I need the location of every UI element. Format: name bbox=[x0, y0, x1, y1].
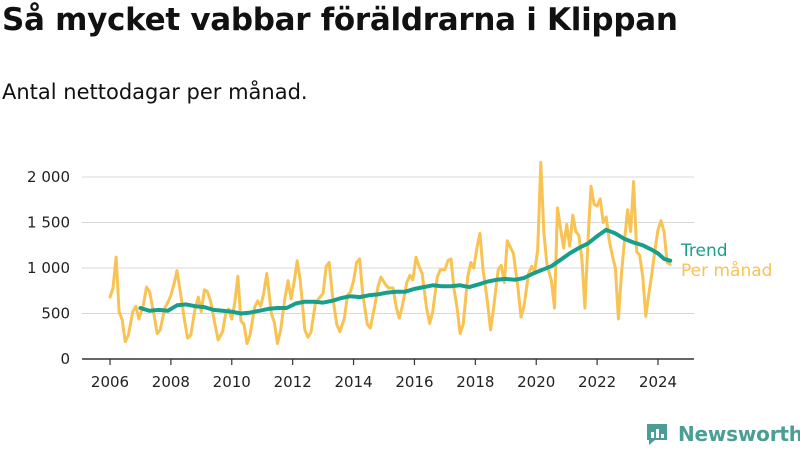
x-tick-label: 2010 bbox=[213, 373, 251, 391]
brand-name: Newsworthy bbox=[678, 422, 800, 446]
x-tick-label: 2006 bbox=[91, 373, 129, 391]
x-tick-label: 2008 bbox=[152, 373, 190, 391]
x-tick-label: 2012 bbox=[274, 373, 312, 391]
y-tick-label: 0 bbox=[60, 350, 70, 368]
y-tick-label: 500 bbox=[41, 305, 70, 323]
chart-subtitle: Antal nettodagar per månad. bbox=[2, 80, 308, 104]
series-lines bbox=[108, 160, 673, 345]
y-tick-label: 2 000 bbox=[27, 168, 70, 186]
newsworthy-logo-icon bbox=[647, 424, 667, 445]
y-axis-ticks: 0 500 1 000 1 500 2 000 bbox=[27, 168, 70, 368]
x-tick-label: 2024 bbox=[639, 373, 677, 391]
x-tick-label: 2020 bbox=[517, 373, 555, 391]
chart-title: Så mycket vabbar föräldrarna i Klippan bbox=[2, 2, 678, 38]
newsworthy-brand: Newsworthy bbox=[644, 420, 800, 448]
x-tick-label: 2018 bbox=[456, 373, 494, 391]
series-label-trend: Trend bbox=[680, 241, 728, 261]
x-axis-ticks: 2006 2008 2010 2012 2014 2016 2018 2020 2022 2024 bbox=[91, 359, 677, 391]
x-tick-label: 2022 bbox=[578, 373, 616, 391]
x-tick-label: 2016 bbox=[395, 373, 433, 391]
series-line-trend bbox=[138, 227, 673, 316]
y-tick-label: 1 500 bbox=[27, 214, 70, 232]
line-chart: 0 500 1 000 1 500 2 000 2006 2008 2010 2012 2014… bbox=[27, 160, 772, 391]
y-tick-label: 1 000 bbox=[27, 259, 70, 277]
series-label-per-manad: Per månad bbox=[681, 260, 772, 281]
x-tick-label: 2014 bbox=[334, 373, 372, 391]
series-line-per-manad bbox=[108, 160, 672, 345]
